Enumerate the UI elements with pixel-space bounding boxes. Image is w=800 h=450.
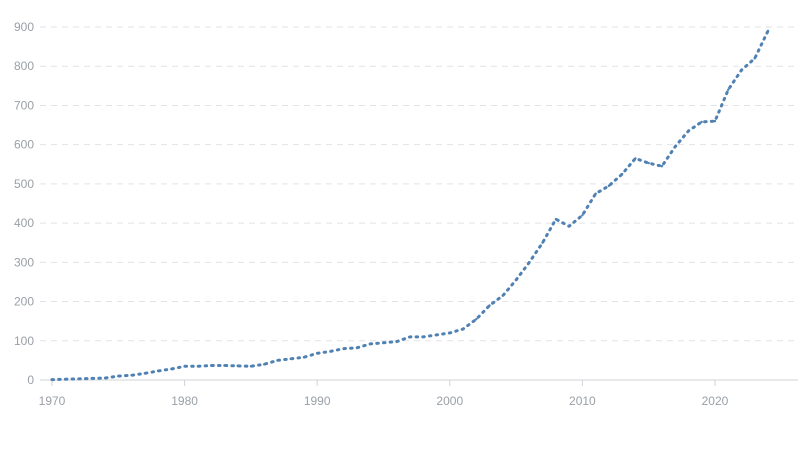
data-point-1975 bbox=[117, 374, 120, 378]
data-point-2015 bbox=[647, 161, 650, 165]
data-point-1981 bbox=[196, 365, 200, 368]
y-tick-label-100: 100 bbox=[14, 334, 34, 348]
data-point-2018 bbox=[687, 129, 690, 133]
data-point-1991 bbox=[329, 350, 332, 353]
data-point-1995 bbox=[382, 341, 385, 344]
y-tick-label-900: 900 bbox=[14, 20, 34, 34]
data-point-1988 bbox=[289, 357, 292, 361]
x-axis-tick-labels: 1970 1980 1990 2000 2010 2020 bbox=[39, 394, 729, 408]
data-point-1990 bbox=[315, 352, 319, 355]
x-tick-label-1990: 1990 bbox=[304, 394, 331, 408]
series-layer bbox=[50, 29, 770, 382]
data-point-1986 bbox=[262, 363, 266, 366]
data-point-2016 bbox=[660, 165, 664, 168]
data-point-2008 bbox=[554, 217, 558, 221]
data-point-2005 bbox=[514, 278, 518, 282]
grid-lines bbox=[40, 26, 798, 342]
data-point-2002 bbox=[475, 318, 478, 321]
data-point-1971 bbox=[64, 378, 67, 381]
data-point-1983 bbox=[223, 364, 226, 367]
data-point-2012 bbox=[607, 184, 611, 188]
data-point-1999 bbox=[435, 333, 438, 337]
data-point-1993 bbox=[355, 346, 359, 350]
data-point-1985 bbox=[249, 365, 253, 368]
series-line-0 bbox=[50, 29, 770, 382]
data-point-1980 bbox=[183, 365, 186, 368]
data-point-2019 bbox=[700, 120, 703, 124]
y-tick-label-300: 300 bbox=[14, 255, 34, 269]
data-point-1970 bbox=[50, 378, 54, 381]
data-point-2011 bbox=[594, 192, 597, 195]
data-point-1998 bbox=[422, 335, 425, 339]
data-point-2003 bbox=[488, 304, 491, 307]
data-point-1976 bbox=[130, 374, 133, 377]
data-point-1997 bbox=[408, 335, 412, 339]
x-tick-label-2010: 2010 bbox=[569, 394, 596, 408]
data-point-2010 bbox=[581, 214, 584, 217]
data-point-1973 bbox=[90, 377, 93, 380]
data-point-1982 bbox=[209, 364, 213, 367]
y-tick-label-500: 500 bbox=[14, 177, 34, 191]
x-axis bbox=[40, 379, 798, 386]
y-tick-label-0: 0 bbox=[27, 373, 34, 387]
data-point-2006 bbox=[528, 261, 531, 264]
x-tick-label-1980: 1980 bbox=[171, 394, 198, 408]
data-point-1979 bbox=[170, 367, 173, 371]
data-point-2000 bbox=[448, 331, 451, 335]
data-point-1996 bbox=[395, 340, 398, 343]
data-point-1977 bbox=[143, 372, 147, 375]
y-tick-label-600: 600 bbox=[14, 138, 34, 152]
data-point-1987 bbox=[276, 359, 279, 362]
x-tick-label-2020: 2020 bbox=[702, 394, 729, 408]
data-point-2022 bbox=[740, 68, 743, 72]
data-point-1978 bbox=[156, 369, 160, 373]
x-tick-label-1970: 1970 bbox=[39, 394, 66, 408]
data-point-1974 bbox=[103, 376, 107, 380]
data-point-2023 bbox=[753, 57, 756, 60]
y-tick-label-800: 800 bbox=[14, 59, 34, 73]
data-point-1984 bbox=[236, 364, 239, 368]
data-point-2017 bbox=[673, 145, 677, 148]
data-point-2009 bbox=[567, 225, 571, 228]
data-point-2021 bbox=[727, 88, 730, 91]
y-tick-label-400: 400 bbox=[14, 216, 34, 230]
data-point-2020 bbox=[713, 119, 717, 123]
data-point-2004 bbox=[501, 294, 505, 297]
data-point-2024 bbox=[766, 29, 770, 33]
y-axis-tick-labels: 0 100 200 300 400 500 600 700 800 900 bbox=[14, 20, 34, 387]
data-point-1994 bbox=[369, 342, 372, 346]
data-point-2014 bbox=[634, 157, 637, 160]
data-point-1989 bbox=[302, 356, 306, 359]
data-point-2001 bbox=[461, 327, 465, 331]
data-point-2013 bbox=[620, 172, 624, 176]
y-tick-label-200: 200 bbox=[14, 295, 34, 309]
y-tick-label-700: 700 bbox=[14, 98, 34, 112]
data-point-1972 bbox=[77, 377, 80, 381]
x-tick-label-2000: 2000 bbox=[436, 394, 463, 408]
data-point-1992 bbox=[342, 347, 345, 350]
data-point-2007 bbox=[541, 241, 544, 244]
